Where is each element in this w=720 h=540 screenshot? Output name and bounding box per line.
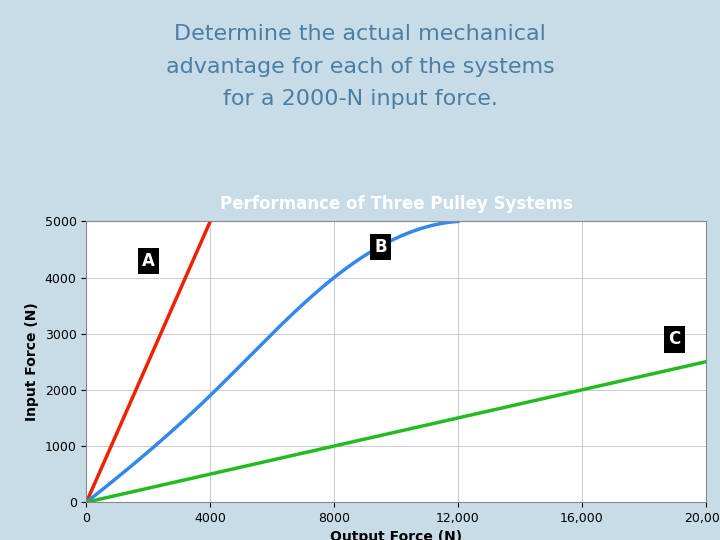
Text: Determine the actual mechanical: Determine the actual mechanical xyxy=(174,24,546,44)
X-axis label: Output Force (N): Output Force (N) xyxy=(330,530,462,540)
Text: Performance of Three Pulley Systems: Performance of Three Pulley Systems xyxy=(220,195,572,213)
Text: C: C xyxy=(668,330,681,348)
Text: A: A xyxy=(142,252,155,269)
Text: advantage for each of the systems: advantage for each of the systems xyxy=(166,57,554,77)
Text: B: B xyxy=(374,238,387,255)
Text: for a 2000-N input force.: for a 2000-N input force. xyxy=(222,89,498,109)
Y-axis label: Input Force (N): Input Force (N) xyxy=(25,302,39,421)
